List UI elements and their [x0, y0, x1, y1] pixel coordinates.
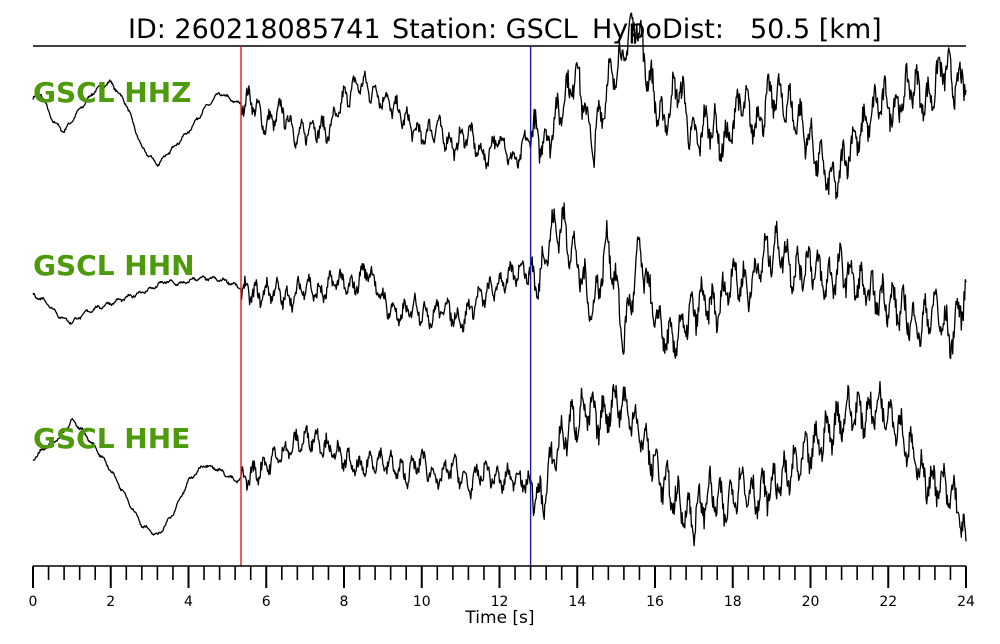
- x-tick-label: 10: [413, 594, 431, 610]
- x-tick-label: 2: [106, 594, 115, 610]
- hypodist-value: 50.5 [km]: [750, 14, 882, 45]
- x-axis-label: Time [s]: [464, 608, 534, 628]
- traces-group: [32, 12, 967, 547]
- phase-picks: [240, 46, 532, 566]
- trace-label-gscl-hhn: GSCL HHN: [33, 249, 195, 282]
- x-tick-label: 0: [29, 594, 38, 610]
- x-tick-label: 6: [262, 594, 271, 610]
- time-axis: 0 2 4 6 8 10 12 14 16 18 20 22 24: [29, 565, 975, 610]
- trace-labels: GSCL HHZ GSCL HHN GSCL HHE: [33, 76, 195, 455]
- x-tick-label: 14: [568, 594, 586, 610]
- x-tick-label: 18: [724, 594, 742, 610]
- x-tick-label: 8: [340, 594, 349, 610]
- trace-gscl-hhz: [32, 12, 967, 200]
- x-tick-label: 12: [491, 594, 509, 610]
- station-title: Station: GSCL: [392, 14, 578, 45]
- trace-gscl-hhe: [32, 380, 967, 547]
- trace-label-gscl-hhz: GSCL HHZ: [33, 76, 191, 109]
- trace-gscl-hhn: [32, 202, 967, 359]
- x-tick-label: 22: [879, 594, 897, 610]
- x-tick-label: 20: [802, 594, 820, 610]
- x-tick-label: 24: [957, 594, 975, 610]
- event-id-title: ID: 260218085741: [128, 14, 381, 45]
- x-tick-label: 4: [184, 594, 193, 610]
- trace-label-gscl-hhe: GSCL HHE: [33, 422, 190, 455]
- hypodist-title: HypoDist:: [592, 14, 724, 45]
- x-tick-label: 16: [646, 594, 664, 610]
